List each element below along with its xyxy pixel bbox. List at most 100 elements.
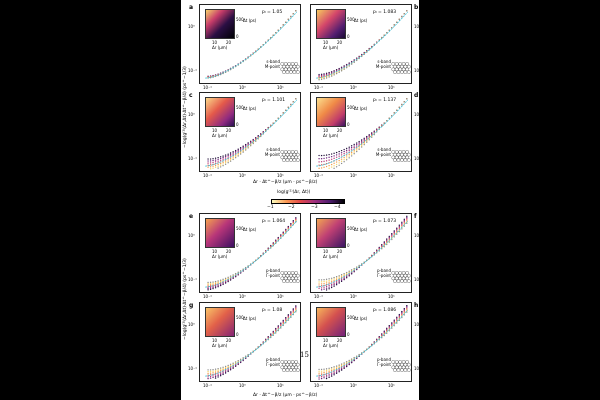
- data-point: [295, 308, 297, 310]
- x-tick: 10⁰: [239, 383, 246, 388]
- data-point: [350, 358, 353, 360]
- data-point: [260, 135, 262, 138]
- data-point: [318, 167, 320, 170]
- data-point: [245, 355, 247, 357]
- lattice-site: [407, 368, 411, 372]
- data-point: [222, 369, 224, 371]
- data-point: [348, 148, 350, 150]
- data-point: [350, 269, 353, 271]
- data-point: [323, 166, 325, 168]
- data-point: [242, 146, 244, 148]
- data-point: [250, 145, 252, 147]
- data-point: [325, 368, 328, 370]
- data-point: [323, 371, 325, 374]
- data-point: [219, 368, 222, 370]
- data-point: [323, 375, 325, 377]
- data-point: [222, 373, 224, 376]
- data-point: [214, 371, 217, 373]
- point-label: Γ-point: [266, 362, 280, 367]
- lattice-site: [292, 362, 297, 367]
- scaling-plot: [205, 10, 298, 79]
- data-point: [383, 122, 385, 125]
- data-point: [398, 315, 400, 318]
- data-point: [219, 156, 222, 158]
- data-point: [237, 150, 239, 153]
- data-point: [363, 138, 365, 141]
- fit-line: [316, 220, 409, 288]
- y-tick: 10⁰: [188, 322, 195, 327]
- lattice-site: [405, 67, 409, 72]
- data-point: [219, 164, 222, 166]
- data-point: [250, 352, 252, 354]
- y-axis-label-top: −log(g⁽¹⁾(Δr,Δt)·Δt^−β/4) (ps^−1/3): [183, 66, 188, 148]
- data-point: [247, 353, 249, 356]
- lattice-site: [280, 155, 285, 160]
- lattice-site: [280, 365, 285, 370]
- data-point: [245, 149, 247, 151]
- data-point: [255, 140, 257, 142]
- lattice-diagram: [391, 150, 411, 162]
- lattice-site: [393, 279, 397, 283]
- data-point: [318, 370, 320, 372]
- y-tick: 10⁻¹: [414, 277, 419, 282]
- lattice-site: [287, 155, 292, 160]
- data-point: [401, 228, 403, 230]
- data-point: [217, 163, 219, 166]
- inset-x-tick: 20: [226, 338, 232, 343]
- data-point: [214, 161, 217, 163]
- lattice-site: [290, 365, 295, 370]
- lattice-site: [398, 365, 403, 370]
- figure-panel-f: 500 0 10 20 Δr (μm) Δt (ps) pₗ = 1.073 p-band Γ-…: [310, 213, 412, 293]
- lattice-site: [294, 360, 298, 364]
- inset-x-tick: 10: [323, 338, 329, 343]
- data-point: [335, 281, 338, 283]
- data-point: [340, 160, 343, 163]
- data-point: [330, 277, 333, 279]
- data-point: [325, 154, 328, 156]
- pump-power-label: pₗ = 1.137: [373, 98, 397, 103]
- data-point: [330, 374, 333, 376]
- inset-x-tick: 20: [337, 40, 343, 45]
- data-point: [219, 157, 222, 160]
- inset-heatmap: [316, 307, 346, 337]
- lattice-diagram: [280, 271, 300, 283]
- data-point: [323, 280, 325, 283]
- x-tick: 10⁰: [350, 383, 357, 388]
- data-point: [328, 376, 330, 379]
- inset-y-tick: 500: [236, 226, 244, 231]
- data-point: [227, 370, 229, 373]
- lattice-site: [391, 62, 396, 66]
- lattice-site: [398, 67, 403, 72]
- data-point: [323, 154, 325, 157]
- pump-power-label: pₗ = 1.05: [262, 10, 283, 15]
- pump-power-label: pₗ = 1.101: [262, 98, 286, 103]
- data-point: [229, 155, 232, 157]
- data-point: [318, 161, 320, 163]
- data-point: [403, 220, 405, 223]
- data-point: [393, 233, 395, 235]
- data-point: [227, 162, 229, 164]
- data-point: [207, 370, 209, 373]
- lattice-site: [292, 70, 297, 74]
- lattice-site: [285, 70, 290, 74]
- data-point: [358, 264, 360, 267]
- data-point: [262, 133, 264, 135]
- data-point: [217, 281, 219, 283]
- colorbar-tick: −1: [267, 205, 274, 210]
- band-label: s-band: [266, 147, 280, 152]
- data-point: [335, 372, 338, 374]
- data-point: [232, 274, 234, 276]
- data-point: [361, 146, 363, 148]
- y-axis-label-bottom: −log(g⁽¹⁾(Δr,Δt)·Δt^−β/4) (ps^−1/3): [183, 258, 188, 340]
- data-point: [237, 359, 239, 362]
- lattice-site: [405, 276, 409, 281]
- data-series: [318, 311, 408, 371]
- data-point: [239, 358, 242, 360]
- data-point: [406, 308, 408, 310]
- colorbar-tick: −3: [311, 205, 318, 210]
- lattice-site: [292, 368, 297, 372]
- lattice-site: [290, 276, 295, 281]
- data-point: [252, 142, 254, 145]
- data-point: [219, 372, 222, 374]
- lattice-site: [405, 365, 409, 370]
